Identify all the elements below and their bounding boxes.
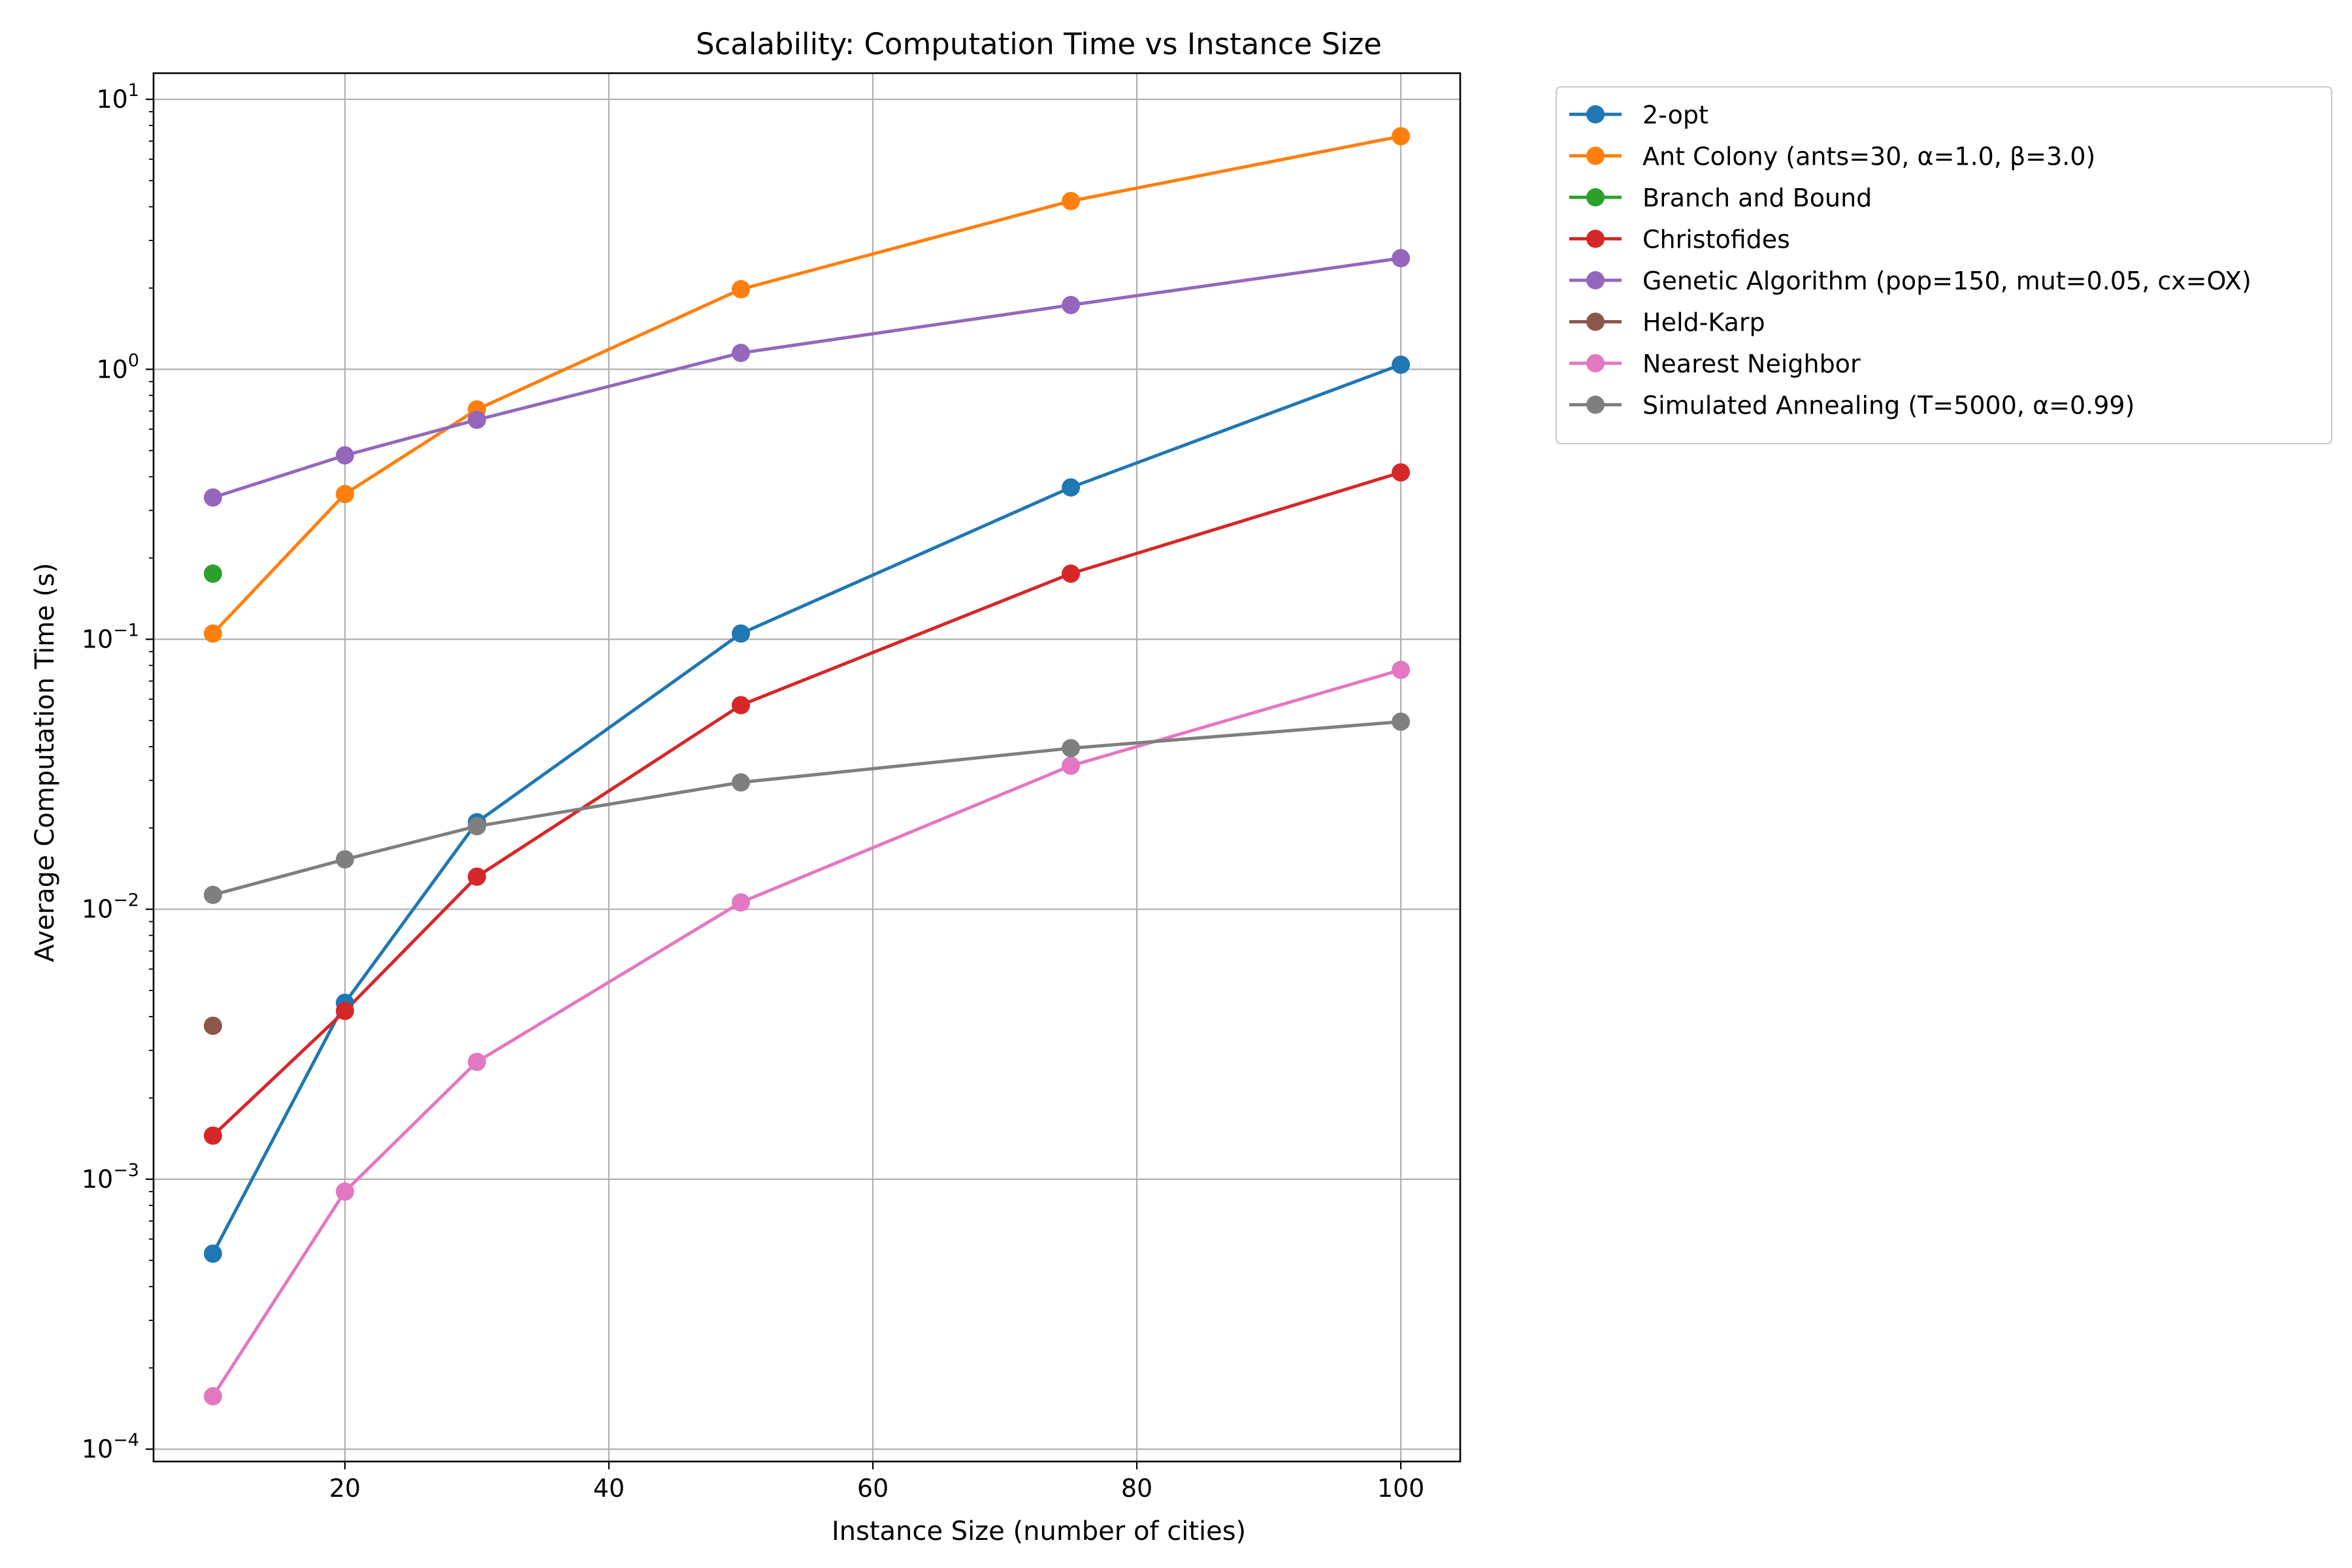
- legend-label: Ant Colony (ants=30, α=1.0, β=3.0): [1642, 142, 2095, 171]
- legend-label: Genetic Algorithm (pop=150, mut=0.05, cx…: [1642, 267, 2251, 295]
- data-point-ant-colony-ants-30-1-0-3-0: [731, 280, 750, 299]
- series-line-nearest-neighbor: [210, 668, 1403, 1399]
- data-point-christofides: [731, 696, 750, 715]
- y-tick-label-exponent: −4: [113, 1430, 139, 1450]
- data-point-simulated-annealing-t-5000-0-99: [335, 850, 354, 869]
- y-tick-label-base: 10: [96, 355, 127, 384]
- data-point-genetic-algorithm-pop-150-mut-0-05-cx-ox: [1392, 249, 1411, 268]
- data-point-simulated-annealing-t-5000-0-99: [467, 817, 486, 836]
- series-line-simulated-annealing-t-5000-0-99: [210, 720, 1403, 897]
- data-point-held-karp: [203, 1017, 222, 1036]
- data-point-genetic-algorithm-pop-150-mut-0-05-cx-ox: [1062, 295, 1081, 314]
- legend-entry[interactable]: Held-Karp: [1569, 308, 1765, 337]
- legend-entry[interactable]: Branch and Bound: [1569, 184, 1872, 212]
- data-point-simulated-annealing-t-5000-0-99: [731, 773, 750, 792]
- y-tick-label-base: 10: [82, 1165, 113, 1194]
- x-tick-label: 60: [857, 1474, 889, 1503]
- x-tick-label: 20: [329, 1474, 361, 1503]
- legend-label: Held-Karp: [1642, 308, 1765, 337]
- legend-label: Christofides: [1642, 225, 1790, 254]
- y-tick-label-base: 10: [96, 85, 127, 114]
- x-axis: 20 40 60 80 100: [329, 1462, 1425, 1503]
- legend-marker-swatch: [1586, 354, 1605, 372]
- data-point-nearest-neighbor: [1392, 661, 1411, 679]
- data-point-nearest-neighbor: [731, 893, 750, 912]
- data-point-ant-colony-ants-30-1-0-3-0: [1062, 191, 1081, 210]
- data-point-christofides: [1062, 564, 1081, 583]
- data-point-genetic-algorithm-pop-150-mut-0-05-cx-ox: [731, 344, 750, 363]
- legend-entry[interactable]: Simulated Annealing (T=5000, α=0.99): [1569, 391, 2134, 420]
- legend-entry[interactable]: 2-opt: [1569, 101, 1708, 129]
- legend-marker-swatch: [1586, 188, 1605, 206]
- series-markers: [203, 127, 1411, 1406]
- data-point-ant-colony-ants-30-1-0-3-0: [335, 485, 354, 504]
- y-tick-label-base: 10: [82, 625, 113, 653]
- legend[interactable]: 2-opt Ant Colony (ants=30, α=1.0, β=3.0) B…: [1555, 86, 2333, 445]
- y-tick-label-exponent: 0: [128, 350, 139, 370]
- data-point-genetic-algorithm-pop-150-mut-0-05-cx-ox: [203, 488, 222, 507]
- y-tick-label: 10−4: [82, 1430, 139, 1463]
- legend-label: Simulated Annealing (T=5000, α=0.99): [1642, 391, 2134, 420]
- data-point-simulated-annealing-t-5000-0-99: [1392, 712, 1411, 731]
- y-axis-label: Average Computation Time (s): [30, 563, 60, 962]
- y-tick-label-exponent: 1: [128, 80, 139, 101]
- series-line-genetic-algorithm-pop-150-mut-0-05-cx-ox: [210, 256, 1403, 500]
- legend-entry[interactable]: Nearest Neighbor: [1569, 350, 1861, 378]
- data-point-simulated-annealing-t-5000-0-99: [1062, 739, 1081, 758]
- legend-marker-swatch: [1586, 229, 1605, 248]
- y-tick-label: 100: [96, 350, 139, 384]
- plot-frame: [152, 72, 1462, 1463]
- chart-title: Scalability: Computation Time vs Instanc…: [696, 27, 1382, 61]
- series-line-christofides: [210, 470, 1403, 1138]
- data-point-genetic-algorithm-pop-150-mut-0-05-cx-ox: [335, 446, 354, 465]
- series-lines: [210, 134, 1403, 1399]
- data-point-genetic-algorithm-pop-150-mut-0-05-cx-ox: [467, 410, 486, 429]
- y-tick-label: 10−3: [82, 1160, 139, 1194]
- y-tick-label-base: 10: [82, 1435, 113, 1463]
- data-point-nearest-neighbor: [203, 1387, 222, 1406]
- data-point-ant-colony-ants-30-1-0-3-0: [203, 624, 222, 643]
- x-tick-label: 40: [593, 1474, 625, 1503]
- data-point-nearest-neighbor: [467, 1053, 486, 1071]
- series-line-ant-colony-ants-30-1-0-3-0: [210, 134, 1403, 636]
- data-point-2-opt: [1062, 478, 1081, 497]
- data-point-christofides: [335, 1002, 354, 1021]
- data-point-branch-and-bound: [203, 564, 222, 583]
- legend-entry[interactable]: Christofides: [1569, 225, 1790, 254]
- data-point-nearest-neighbor: [1062, 757, 1081, 776]
- data-point-christofides: [467, 867, 486, 886]
- legend-marker-swatch: [1586, 105, 1605, 123]
- data-point-nearest-neighbor: [335, 1182, 354, 1201]
- data-point-2-opt: [731, 624, 750, 643]
- legend-label: Branch and Bound: [1642, 184, 1872, 212]
- data-point-christofides: [1392, 463, 1411, 482]
- legend-box: [1555, 86, 2333, 445]
- y-tick-label: 10−2: [82, 890, 139, 924]
- y-tick-label-exponent: −2: [113, 890, 139, 911]
- data-point-ant-colony-ants-30-1-0-3-0: [1392, 127, 1411, 146]
- legend-entry[interactable]: Genetic Algorithm (pop=150, mut=0.05, cx…: [1569, 267, 2251, 295]
- legend-marker-swatch: [1586, 146, 1605, 165]
- data-point-2-opt: [203, 1244, 222, 1263]
- y-tick-label-exponent: −3: [113, 1160, 139, 1181]
- x-tick-label: 100: [1377, 1474, 1425, 1503]
- x-tick-label: 80: [1121, 1474, 1152, 1503]
- legend-marker-swatch: [1586, 312, 1605, 331]
- x-axis-label: Instance Size (number of cities): [832, 1516, 1246, 1546]
- data-point-2-opt: [1392, 355, 1411, 374]
- legend-entry[interactable]: Ant Colony (ants=30, α=1.0, β=3.0): [1569, 142, 2095, 171]
- y-tick-label: 101: [96, 80, 139, 114]
- y-tick-label-exponent: −1: [113, 620, 139, 640]
- legend-marker-swatch: [1586, 395, 1605, 414]
- legend-label: Nearest Neighbor: [1642, 350, 1861, 378]
- y-tick-label-base: 10: [82, 895, 113, 924]
- data-point-christofides: [203, 1126, 222, 1145]
- y-tick-label: 10−1: [82, 620, 139, 653]
- series-line-2-opt: [210, 362, 1403, 1256]
- legend-marker-swatch: [1586, 271, 1605, 289]
- data-point-simulated-annealing-t-5000-0-99: [203, 885, 222, 904]
- legend-label: 2-opt: [1642, 101, 1708, 129]
